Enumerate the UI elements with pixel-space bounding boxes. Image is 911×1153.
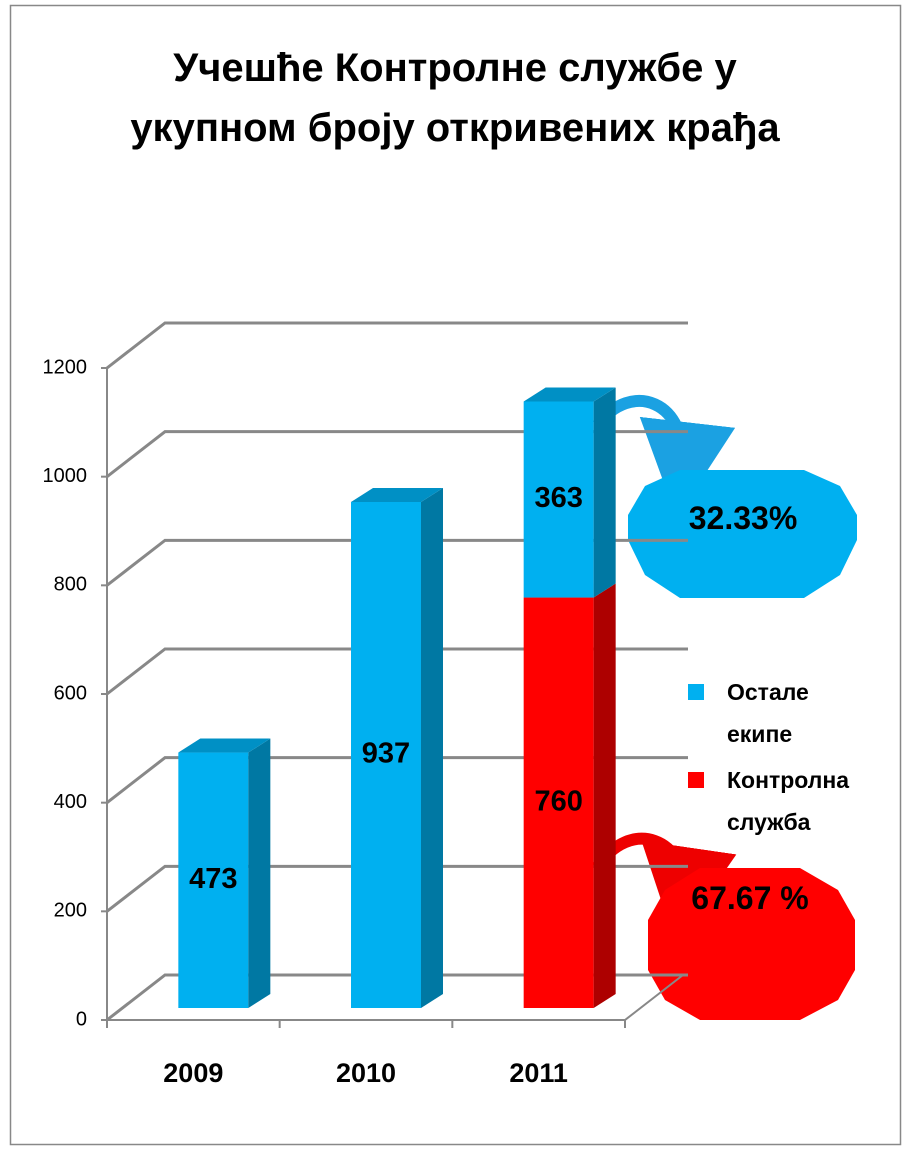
bar-top — [178, 738, 271, 753]
x-tick-label: 2010 — [336, 1058, 396, 1088]
data-label: 760 — [534, 785, 582, 817]
annotation-shape — [648, 868, 855, 1020]
y-tick-label: 400 — [54, 791, 87, 813]
annotation: 32.33% — [688, 500, 798, 536]
data-label: 473 — [189, 863, 237, 895]
legend-label: Контролна служба — [727, 767, 850, 835]
grid-line — [106, 647, 688, 696]
data-label: 363 — [534, 482, 582, 514]
annotation: 67.67 % — [691, 880, 809, 916]
grid-line — [106, 321, 688, 370]
legend-swatch — [688, 684, 704, 700]
y-tick-label: 200 — [54, 900, 87, 922]
x-tick-label: 2009 — [163, 1058, 223, 1088]
data-label: 937 — [362, 738, 410, 770]
bar-top — [523, 387, 616, 402]
grid-line — [106, 430, 688, 478]
bar — [178, 752, 249, 1008]
bar-top — [351, 487, 443, 502]
y-tick-label: 600 — [54, 682, 87, 704]
bar-side — [593, 583, 616, 1008]
bar — [523, 401, 594, 598]
grid-line — [106, 756, 688, 804]
grid-line — [106, 538, 688, 587]
bar-side — [421, 487, 443, 1008]
chart-title: Учешће Контролне службе у укупном броју … — [130, 46, 780, 150]
legend-label: Остале екипе — [727, 679, 809, 747]
y-tick-label: 1200 — [43, 356, 88, 378]
y-tick-label: 800 — [54, 574, 87, 596]
bar-side — [593, 387, 616, 598]
chart-border — [9, 4, 902, 1146]
grid-line — [106, 973, 688, 1022]
grid-line — [106, 864, 688, 913]
x-tick-label: 2011 — [509, 1058, 568, 1088]
legend-swatch — [688, 772, 704, 788]
bar-side — [248, 738, 271, 1008]
bar — [351, 501, 421, 1008]
annotation-shape — [628, 470, 857, 598]
y-tick-label: 0 — [76, 1008, 87, 1030]
bar — [523, 597, 594, 1008]
y-tick-label: 1000 — [43, 465, 88, 487]
